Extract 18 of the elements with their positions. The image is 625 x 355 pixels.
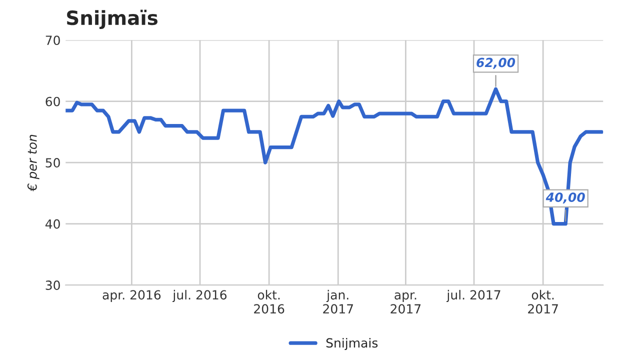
y-axis-title: € per ton <box>27 134 40 192</box>
annotation: 40,00 <box>546 192 585 204</box>
line-series <box>66 87 604 226</box>
x-tick-label: jul. 2017 <box>446 290 500 302</box>
x-tick-label: okt. 2016 <box>254 290 284 314</box>
y-tick-label: 60 <box>46 96 60 106</box>
x-tick-label: apr. 2017 <box>390 292 421 314</box>
y-tick-label: 70 <box>46 36 60 46</box>
y-tick-label: 30 <box>46 280 60 290</box>
x-tick-label: jul. 2016 <box>172 290 227 302</box>
legend-label: Snijmais <box>326 338 378 350</box>
chart-title: Snijmaïs <box>67 10 158 30</box>
annotation: 62,00 <box>476 58 516 69</box>
x-tick-label: okt. 2017 <box>528 290 558 314</box>
x-tick-label: apr. 2016 <box>102 290 161 302</box>
y-tick-label: 50 <box>46 158 60 168</box>
x-tick-label: jan. 2017 <box>323 290 353 314</box>
y-tick-label: 40 <box>45 219 60 229</box>
